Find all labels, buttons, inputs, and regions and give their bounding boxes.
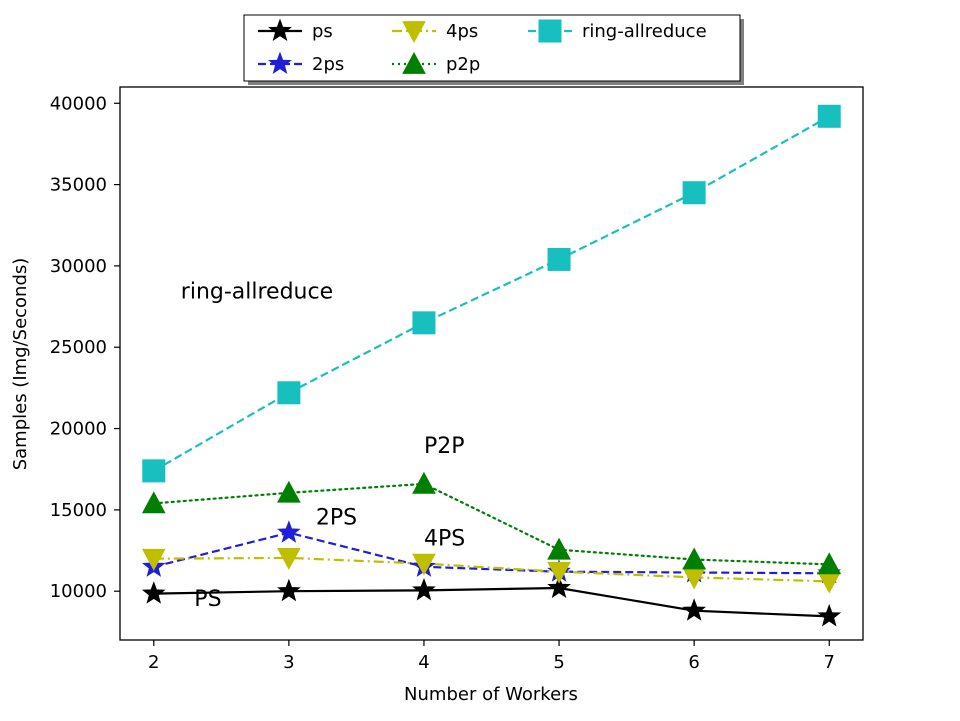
y-tick-label: 35000 [50,175,107,196]
y-axis-title: Samples (Img/Seconds) [10,258,31,471]
annotation-label: 4PS [424,527,465,552]
data-point-4ps [547,561,571,584]
data-point-p2p [277,480,301,503]
series-line-p2p [152,482,831,566]
y-tick-label: 15000 [50,500,107,521]
series-line-2ps [153,531,830,575]
axis-ticks: 2 3 4 5 6 7 10000 15000 20000 25000 30000 35000 4000… [50,93,835,673]
x-tick-label: 2 [148,652,159,673]
legend-label-p2p: p2p [446,54,480,75]
data-point-ring-allreduce [277,381,301,405]
plot-frame [119,86,864,641]
data-point-p2p [547,537,571,560]
data-point-p2p [817,552,842,575]
data-point-ring-allreduce [412,311,436,335]
data-point-ring-allreduce [682,181,706,205]
annotation-label: ring-allreduce [181,279,333,304]
y-tick-label: 20000 [50,419,107,440]
data-point-ps [817,603,842,627]
legend-box [243,14,741,82]
y-tick-label: 10000 [50,581,107,602]
data-point-ps [547,575,571,599]
y-tick-label: 30000 [50,256,107,277]
data-point-4ps [277,548,301,570]
data-point-ps [277,578,301,602]
legend-marker-p2p [402,51,426,74]
data-point-ring-allreduce [547,247,571,271]
data-point-ps [682,598,706,621]
data-point-p2p [682,547,706,570]
legend-marker-2ps [268,51,292,75]
data-point-4ps [141,548,166,571]
legend-marker-ps [268,18,292,42]
annotations: ring-allreduce P2P 2PS 4PS PS [181,279,465,611]
data-point-ps [141,581,166,604]
data-point-2ps [277,520,301,543]
x-axis-title: Number of Workers [404,684,578,705]
annotation-label: 2PS [316,506,357,531]
series-lines [152,115,831,618]
legend-label-4ps: 4ps [446,21,478,42]
legend-marker-4ps [402,21,426,44]
data-point-ring-allreduce [817,104,841,128]
legend-marker-ring-allreduce [538,19,562,43]
legend-label-ps: ps [312,21,333,42]
series-line-ps [153,586,830,618]
data-point-p2p [412,471,436,494]
x-tick-label: 7 [824,652,835,673]
data-point-ps [412,577,436,601]
x-tick-label: 6 [688,652,699,673]
data-point-p2p [141,491,166,514]
series-markers [141,104,842,627]
series-line-4ps [153,556,830,583]
x-tick-label: 3 [283,652,294,673]
y-tick-label: 40000 [50,93,107,114]
data-point-ring-allreduce [142,459,166,483]
legend-label-2ps: 2ps [312,54,344,75]
data-point-4ps [412,553,436,576]
legend: ps 2ps 4ps p2p ring-allreduce [243,14,744,85]
annotation-label: P2P [424,434,465,459]
annotation-label: PS [194,587,221,612]
x-tick-label: 4 [418,652,429,673]
x-tick-label: 5 [553,652,564,673]
y-tick-label: 25000 [50,337,107,358]
legend-label-ring-allreduce: ring-allreduce [582,21,707,42]
